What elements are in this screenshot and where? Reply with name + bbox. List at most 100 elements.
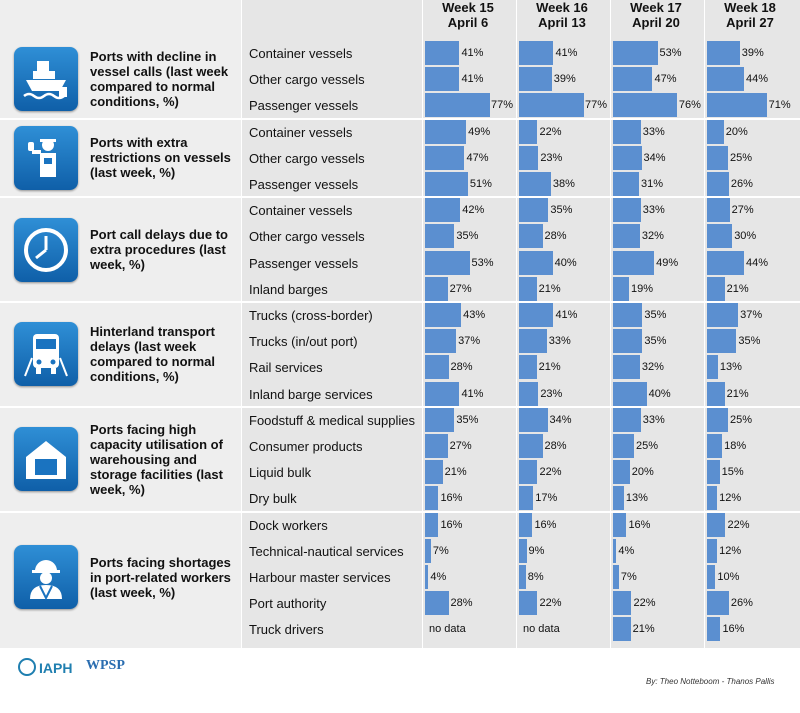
data-bar — [707, 565, 716, 589]
data-bar — [519, 119, 538, 144]
data-bar — [519, 250, 553, 275]
week-date: April 20 — [632, 15, 680, 30]
group-title: Port call delays due to extra procedures… — [90, 227, 228, 273]
value-label: 76% — [678, 99, 701, 112]
value-label: 41% — [461, 387, 484, 400]
value-label: 20% — [725, 125, 748, 138]
row-label: Technical-nautical services — [249, 543, 404, 559]
value-label: 23% — [540, 151, 563, 164]
row-label: Passenger vessels — [249, 255, 359, 271]
value-label: 21% — [538, 361, 561, 374]
data-bar — [707, 329, 737, 354]
data-bar — [613, 303, 643, 327]
value-label: 49% — [656, 256, 679, 269]
data-bar — [707, 486, 718, 511]
data-bar — [425, 276, 448, 301]
value-label: 41% — [461, 73, 484, 86]
no-data-label: no data — [429, 623, 466, 636]
value-label: 20% — [631, 466, 654, 479]
data-bar — [613, 538, 617, 563]
data-bar — [519, 381, 539, 406]
value-label: 35% — [550, 204, 573, 217]
data-bar — [707, 276, 725, 301]
no-data-label: no data — [523, 623, 560, 636]
data-bar — [707, 381, 725, 406]
value-label: 41% — [555, 309, 578, 321]
value-label: 15% — [721, 466, 744, 479]
data-bar — [425, 538, 431, 563]
column-separator — [241, 0, 242, 648]
value-label: 44% — [745, 256, 768, 269]
data-bar — [707, 355, 718, 380]
value-label: 16% — [722, 623, 745, 636]
value-label: 26% — [730, 597, 753, 610]
data-bar — [707, 119, 724, 144]
data-bar — [613, 41, 658, 65]
data-bar — [519, 460, 538, 485]
data-bar — [425, 67, 460, 92]
group-separator — [0, 117, 800, 120]
column-separator — [422, 0, 423, 648]
value-label: 33% — [642, 413, 665, 426]
data-bar — [519, 93, 584, 118]
data-bar — [519, 355, 537, 380]
row-label: Passenger vessels — [249, 177, 359, 192]
value-label: 53% — [471, 256, 494, 269]
value-label: 21% — [632, 623, 655, 636]
data-bar — [425, 119, 467, 144]
group-title: Hinterland transport delays (last week c… — [90, 324, 215, 385]
value-label: 31% — [641, 178, 664, 190]
data-bar — [519, 565, 526, 589]
data-bar — [613, 93, 677, 118]
week-date: April 6 — [447, 15, 489, 30]
row-label: Container vessels — [249, 124, 353, 140]
value-label: 33% — [642, 204, 665, 217]
value-label: 22% — [539, 597, 562, 610]
value-label: 13% — [625, 492, 648, 505]
data-bar — [425, 434, 448, 458]
week-date: April 13 — [538, 15, 586, 30]
value-label: 25% — [636, 440, 659, 452]
data-bar — [613, 591, 632, 616]
value-label: 17% — [535, 492, 558, 505]
data-bar — [613, 565, 619, 589]
value-label: 25% — [730, 413, 753, 426]
value-label: 33% — [642, 125, 665, 138]
row-label: Container vessels — [249, 203, 353, 219]
data-bar — [519, 224, 543, 249]
worker-icon — [14, 545, 78, 610]
data-bar — [519, 145, 539, 170]
week-label: Week 17 — [630, 0, 682, 15]
value-label: 77% — [491, 99, 514, 112]
value-label: 32% — [641, 361, 664, 374]
value-label: 30% — [734, 230, 757, 243]
data-bar — [707, 198, 730, 223]
data-bar — [425, 381, 460, 406]
value-label: 47% — [654, 73, 677, 86]
value-label: 12% — [719, 492, 742, 505]
value-label: 28% — [544, 230, 567, 243]
officer-icon — [14, 125, 78, 190]
data-bar — [519, 486, 534, 511]
value-label: 71% — [768, 99, 791, 112]
data-bar — [425, 329, 457, 354]
data-bar — [707, 93, 767, 118]
data-bar — [613, 355, 640, 380]
data-bar — [519, 434, 543, 458]
value-label: 22% — [633, 597, 656, 610]
group-title: Ports with extra restrictions on vessels… — [90, 135, 231, 181]
value-label: 47% — [466, 151, 489, 164]
value-label: 37% — [458, 335, 481, 348]
data-bar — [707, 512, 726, 537]
row-label: Other cargo vessels — [249, 229, 365, 245]
value-label: 41% — [555, 47, 578, 59]
data-bar — [613, 407, 641, 432]
row-label: Harbour master services — [249, 570, 391, 585]
value-label: 27% — [449, 440, 472, 452]
data-bar — [425, 355, 449, 380]
week-header: Week 15 April 6 — [423, 0, 513, 30]
data-bar — [425, 145, 465, 170]
data-bar — [613, 381, 647, 406]
week-label: Week 15 — [442, 0, 494, 15]
data-bar — [613, 119, 641, 144]
